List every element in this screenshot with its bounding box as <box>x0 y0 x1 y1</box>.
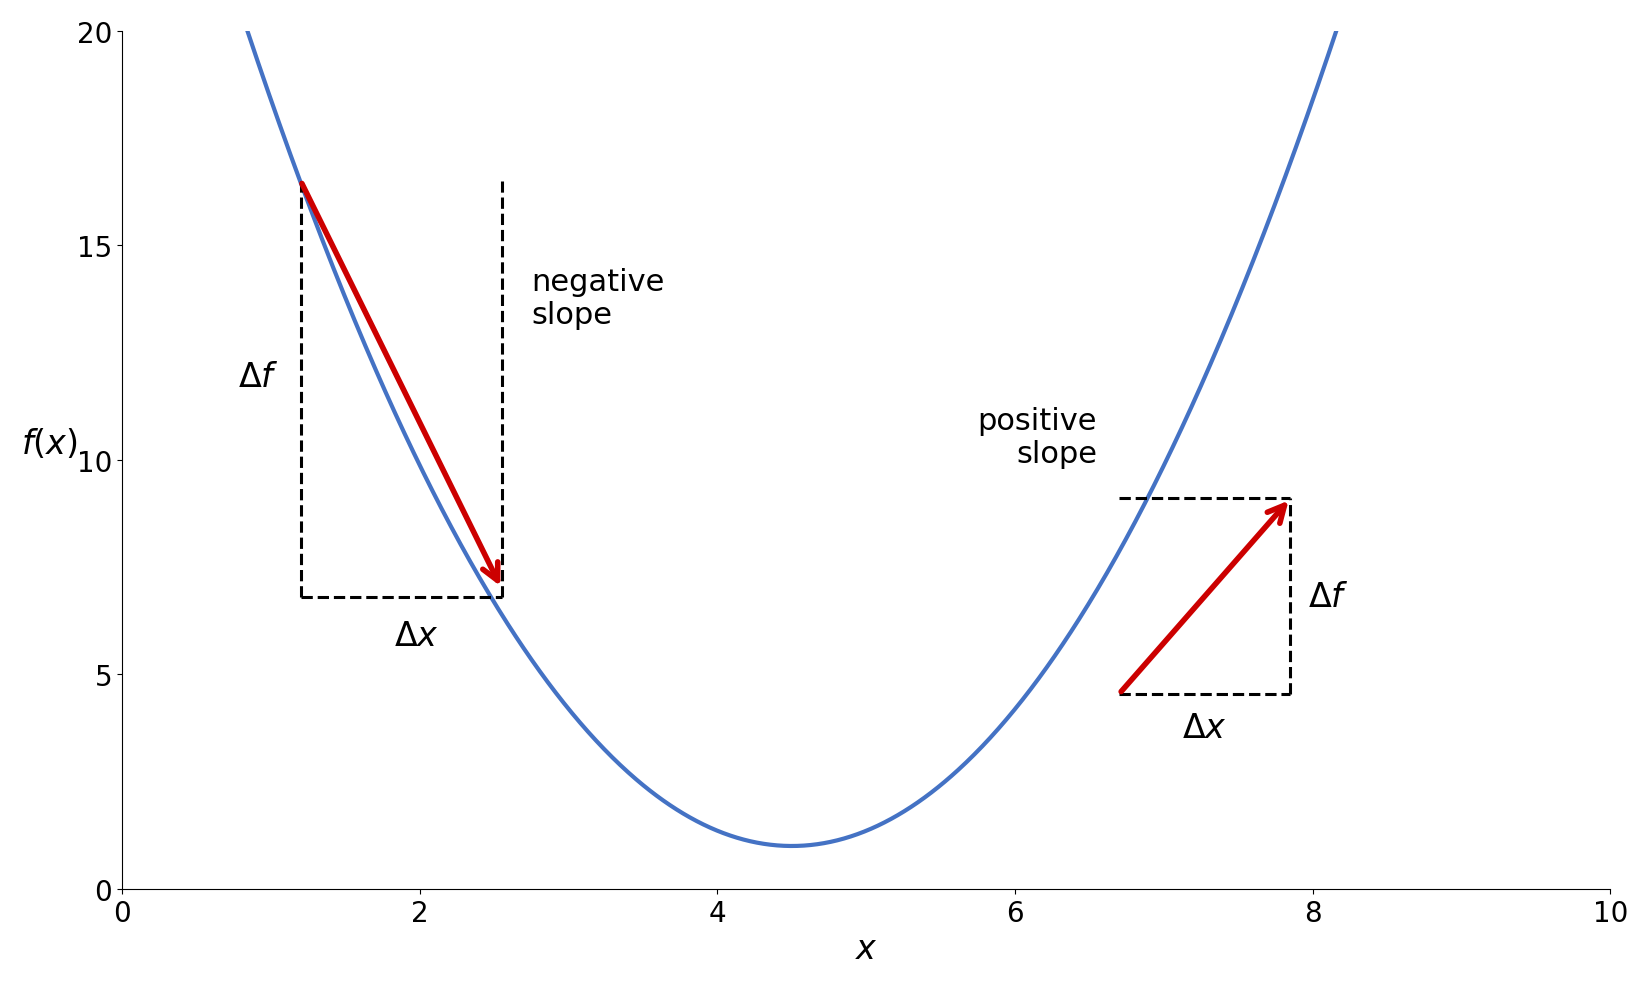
X-axis label: $x$: $x$ <box>854 932 877 965</box>
Text: positive
slope: positive slope <box>977 406 1096 469</box>
Text: $\Delta x$: $\Delta x$ <box>394 619 438 652</box>
Text: $\Delta f$: $\Delta f$ <box>1307 580 1348 613</box>
Text: negative
slope: negative slope <box>531 267 664 330</box>
Text: $\Delta f$: $\Delta f$ <box>237 360 279 393</box>
Text: $\Delta x$: $\Delta x$ <box>1182 711 1226 744</box>
Y-axis label: $f(x)$: $f(x)$ <box>21 426 77 460</box>
